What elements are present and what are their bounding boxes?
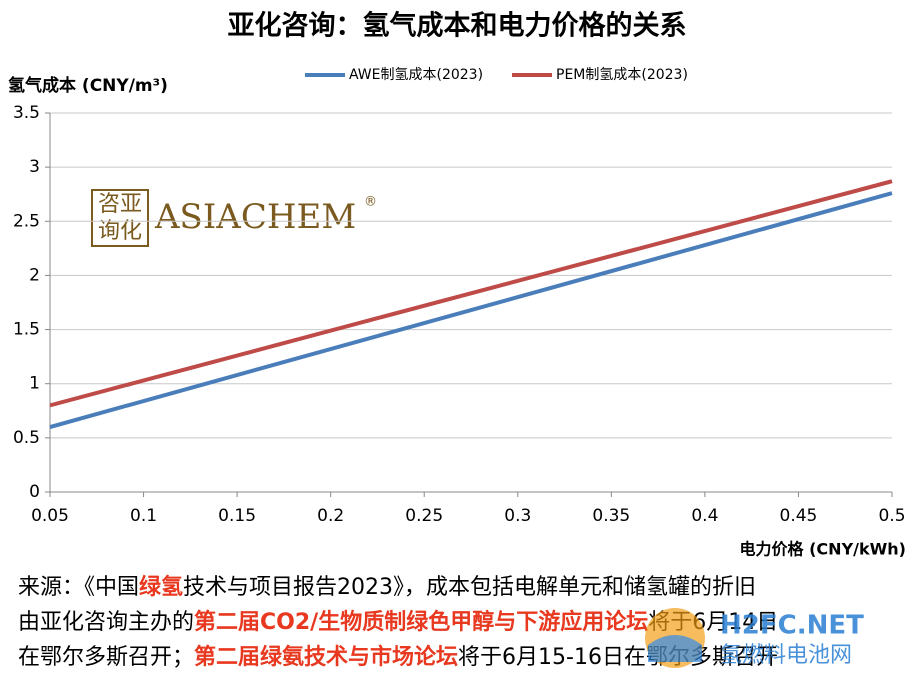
x-axis-label: 电力价格 (CNY/kWh) [740, 540, 906, 559]
x-tick-label: 0.35 [592, 506, 630, 526]
x-tick-label: 0.05 [31, 506, 69, 526]
footer-text: 绿氢 [139, 575, 184, 600]
footer-text: 第二届CO2/生物质制绿色甲醇与下游应用论坛 [194, 610, 649, 635]
footer-text: 来源：《中国 [18, 575, 140, 600]
x-tick-label: 0.5 [878, 506, 905, 526]
x-tick-label: 0.4 [691, 506, 718, 526]
footer-text: 技术与项目报告2023》，成本包括电解单元和储氢罐的折旧 [183, 575, 757, 600]
watermark-art: H2FC.NET 氢燃料电池网 [645, 608, 864, 668]
footer-text: 将于6月15-16日在鄂尔多斯召开 [458, 645, 778, 670]
logo-mark: 询化 [98, 219, 142, 244]
watermark: H2FC.NET 氢燃料电池网 [640, 600, 910, 675]
footer-text: 在鄂尔多斯召开； [18, 645, 195, 670]
logo-mark: 咨亚 [98, 192, 142, 217]
x-tick-label: 0.25 [405, 506, 443, 526]
watermark-name: 氢燃料电池网 [720, 643, 852, 668]
logo-frame [91, 189, 149, 247]
y-tick-label: 1.5 [13, 320, 40, 340]
footer-line: 由亚化咨询主办的第二届CO2/生物质制绿色甲醇与下游应用论坛将于6月14日 [18, 604, 915, 636]
footer-text: 由亚化咨询主办的 [18, 610, 195, 635]
x-tick-label: 0.1 [130, 506, 157, 526]
x-tick-label: 0.3 [504, 506, 531, 526]
y-tick-label: 3.5 [13, 103, 40, 123]
watermark-icon [648, 635, 702, 662]
logo: 咨亚 询化 ASIACHEM ® [91, 189, 377, 247]
chart: 亚化咨询：氢气成本和电力价格的关系 氢气成本 (CNY/m³) 电力价格 (CN… [8, 10, 906, 559]
footer-line: 在鄂尔多斯召开；第二届绿氨技术与市场论坛将于6月15-16日在鄂尔多斯召开 [18, 639, 915, 671]
chart-title: 亚化咨询：氢气成本和电力价格的关系 [228, 10, 687, 42]
y-tick-label: 1 [29, 374, 40, 394]
x-tick-label: 0.15 [218, 506, 256, 526]
logo-symbol: ® [364, 195, 377, 210]
footer-text: 第二届绿氨技术与市场论坛 [194, 645, 459, 670]
watermark-site: H2FC.NET [720, 611, 864, 641]
logo-text: ASIACHEM [154, 197, 356, 237]
y-tick-label: 2.5 [13, 211, 40, 231]
legend-label: AWE制氢成本(2023) [349, 67, 483, 83]
data-line [49, 191, 893, 429]
y-axis-label: 氢气成本 (CNY/m³) [8, 75, 168, 96]
footer-line: 来源：《中国绿氢技术与项目报告2023》，成本包括电解单元和储氢罐的折旧 [18, 569, 915, 601]
y-tick-label: 0.5 [13, 428, 40, 448]
y-tick-label: 2 [29, 265, 40, 285]
x-tick-label: 0.2 [317, 506, 344, 526]
data-line [49, 179, 893, 408]
x-tick-label: 0.45 [780, 506, 818, 526]
y-tick-label: 0 [29, 482, 40, 502]
legend-label: PEM制氢成本(2023) [556, 67, 688, 83]
y-tick-label: 3 [29, 157, 40, 177]
